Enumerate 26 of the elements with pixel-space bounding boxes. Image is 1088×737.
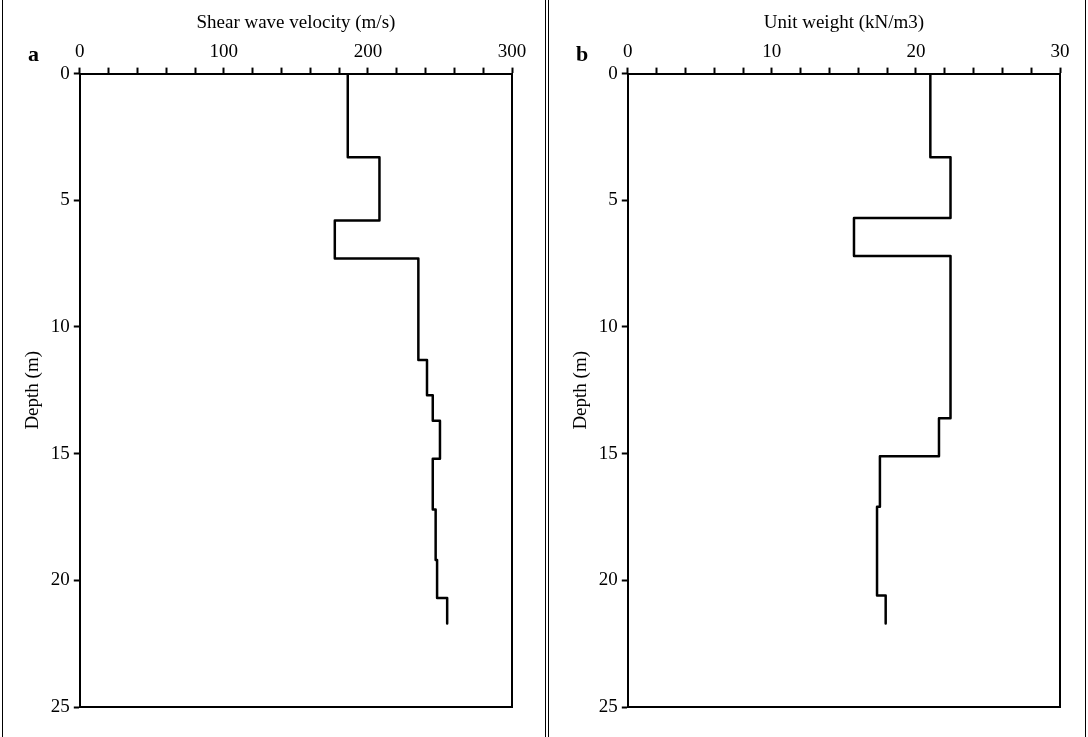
y-tick-label: 0: [60, 61, 70, 83]
x-tick-label: 200: [353, 40, 383, 62]
y-tick-label: 15: [598, 441, 618, 463]
y-tick-label: 10: [50, 314, 70, 336]
y-tick-label: 5: [60, 188, 70, 210]
y-tick-label: 25: [50, 694, 70, 716]
y-axis-title: Depth (m): [569, 350, 592, 430]
y-tick-label: 20: [598, 568, 618, 590]
y-tick-label: 5: [608, 188, 618, 210]
x-tick-label: 10: [762, 40, 782, 62]
x-tick-label: 0: [75, 40, 85, 62]
y-tick-label: 10: [598, 314, 618, 336]
x-axis-title: Shear wave velocity (m/s): [196, 11, 396, 34]
y-tick-label: 0: [608, 61, 618, 83]
text: b: [576, 40, 589, 66]
y-tick-label: 15: [50, 441, 70, 463]
x-tick-label: 300: [497, 40, 527, 62]
x-axis-title: Unit weight (kN/m3): [763, 11, 925, 34]
x-tick-label: 0: [623, 40, 633, 62]
x-tick-label: 30: [1050, 40, 1070, 62]
y-tick-label: 20: [50, 568, 70, 590]
text: a: [28, 40, 39, 66]
x-tick-label: 100: [209, 40, 239, 62]
x-tick-label: 20: [906, 40, 926, 62]
y-tick-label: 25: [598, 694, 618, 716]
y-axis-title: Depth (m): [21, 350, 44, 430]
